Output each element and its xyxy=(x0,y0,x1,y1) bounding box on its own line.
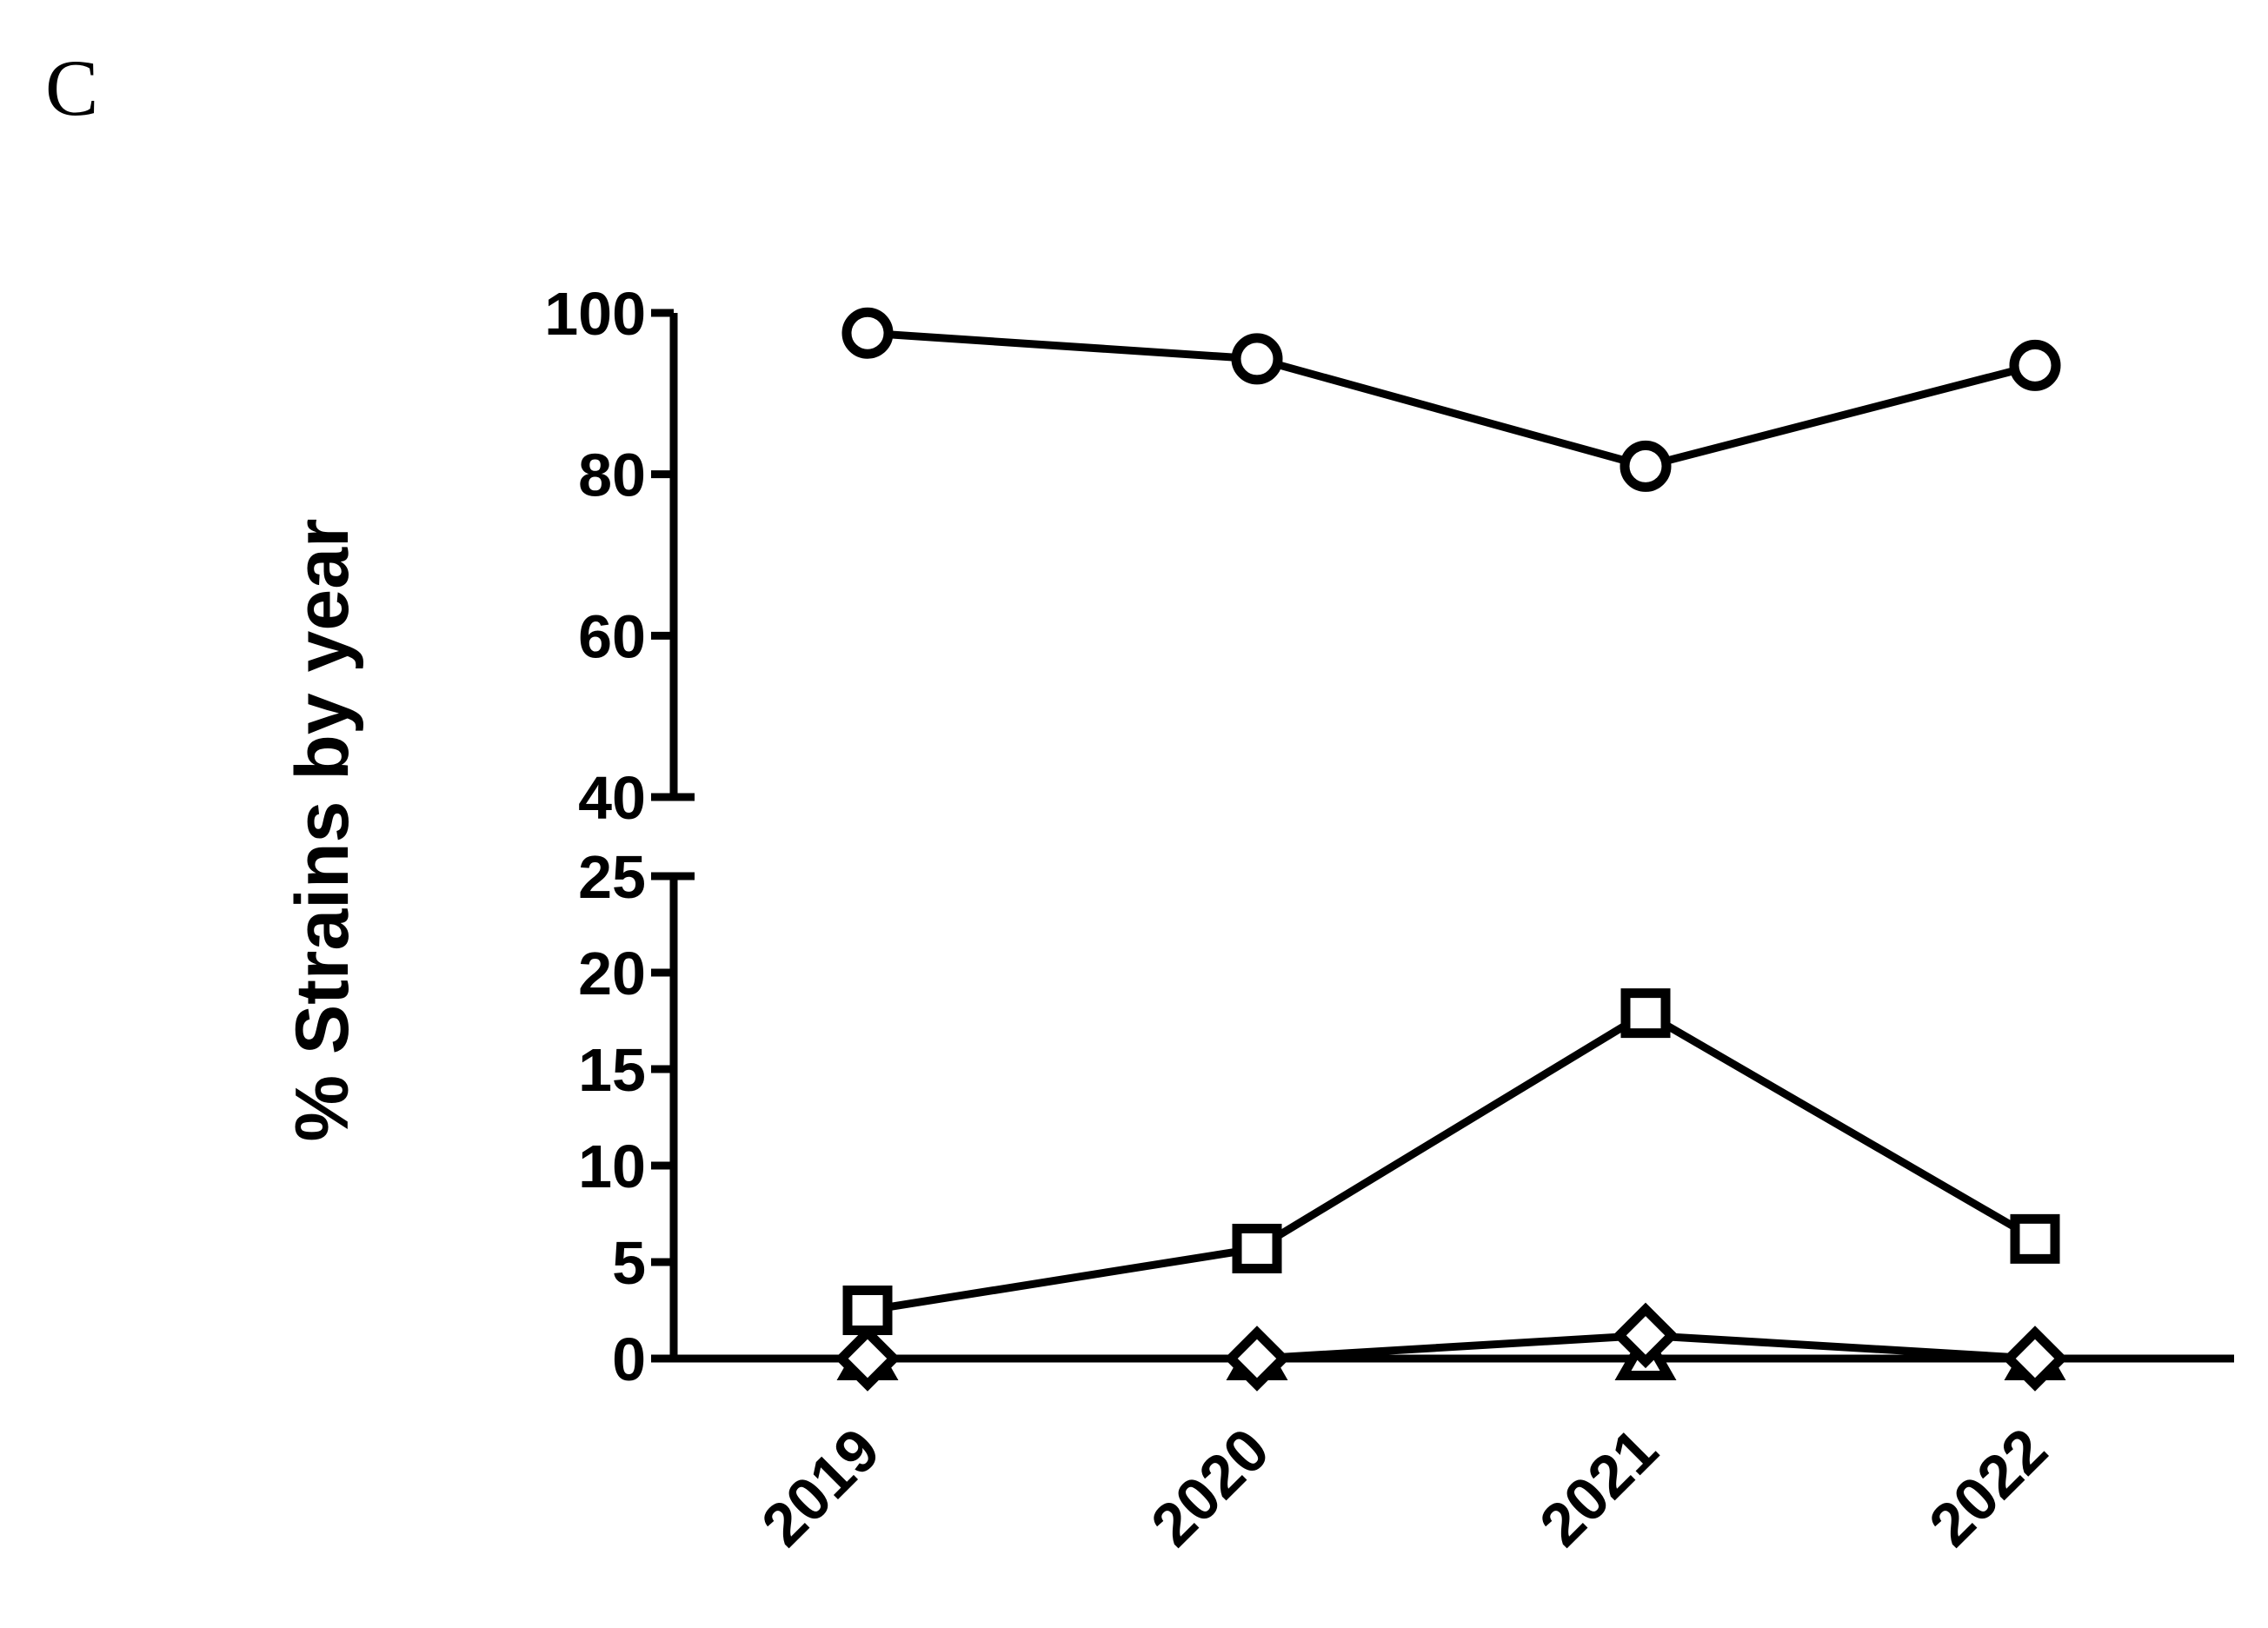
series-lines xyxy=(867,329,2038,1363)
data-point-circle xyxy=(2009,339,2061,391)
data-point-square xyxy=(842,1286,893,1335)
data-point-square xyxy=(1620,988,1671,1039)
data-point-square xyxy=(1232,1223,1282,1273)
series-line-circle xyxy=(867,329,2037,470)
data-point-diamond xyxy=(835,1326,901,1392)
series-line-diamond xyxy=(868,1331,2036,1363)
data-point-square xyxy=(2010,1213,2060,1264)
data-point-circle xyxy=(1231,333,1283,385)
y-lower-tick-label: 25 xyxy=(578,843,646,911)
data-point-circle xyxy=(841,307,894,359)
y-upper-tick-label: 100 xyxy=(544,280,646,348)
data-point-diamond xyxy=(2002,1326,2068,1392)
y-upper-tick-label: 60 xyxy=(578,602,646,670)
y-upper-tick-label: 40 xyxy=(578,764,646,832)
x-tick-label: 2021 xyxy=(1526,1415,1670,1558)
y-lower-tick-label: 20 xyxy=(578,940,646,1007)
series-markers xyxy=(835,307,2068,1392)
y-lower-tick-label: 10 xyxy=(578,1133,646,1200)
y-axis-title: % Strains by year xyxy=(281,518,364,1141)
data-point-circle xyxy=(1620,440,1672,492)
series-line-square xyxy=(867,1009,2038,1314)
y-ticks-lower: 0 5 10 15 20 25 xyxy=(578,843,674,1393)
y-ticks-upper: 40 60 80 100 xyxy=(544,280,674,832)
axes xyxy=(651,313,2234,1363)
data-point-diamond xyxy=(1224,1326,1290,1392)
y-lower-tick-label: 5 xyxy=(612,1229,646,1297)
y-upper-tick-label: 80 xyxy=(578,442,646,509)
x-tick-label: 2020 xyxy=(1138,1415,1281,1558)
y-lower-tick-label: 0 xyxy=(612,1326,646,1393)
data-point-diamond xyxy=(1613,1302,1679,1369)
x-tick-label: 2019 xyxy=(748,1415,892,1558)
y-lower-tick-label: 15 xyxy=(578,1036,646,1104)
panel-letter: C xyxy=(45,43,98,132)
x-tick-label: 2022 xyxy=(1916,1415,2059,1558)
x-ticks: 2019 2020 2021 2022 xyxy=(748,1415,2059,1558)
